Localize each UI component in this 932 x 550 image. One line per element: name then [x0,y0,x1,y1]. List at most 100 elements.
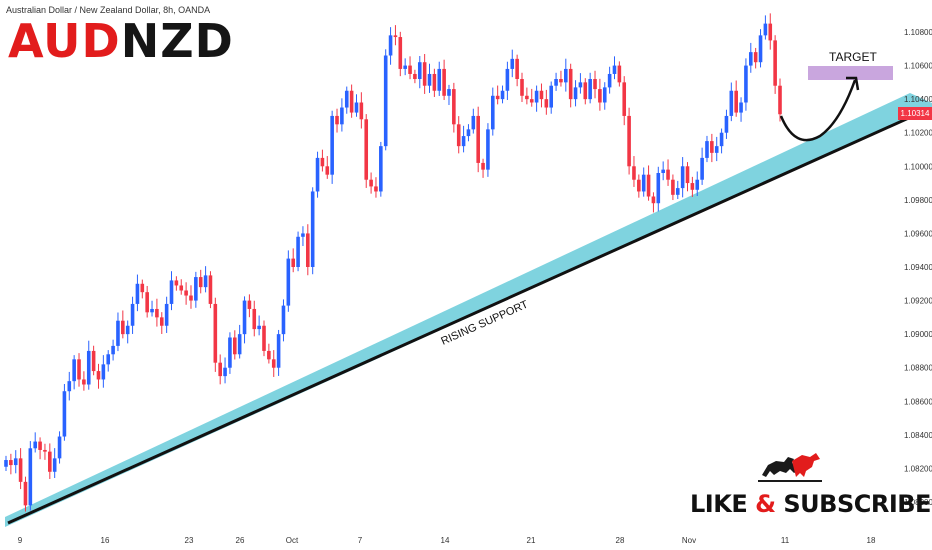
candle-body [174,280,179,286]
candle-body [398,37,403,69]
y-tick-label: 1.08000 [904,498,932,507]
x-tick-label: 21 [527,536,536,545]
candle-body [758,35,763,63]
y-tick-label: 1.08600 [904,397,932,406]
candle-body [325,166,330,175]
candle-body [140,283,145,293]
candle-body [656,173,661,204]
candle-body [223,367,227,377]
candle-body [578,82,583,88]
current-price-tag: 1.10314 [898,107,932,120]
x-tick-label: Nov [682,536,696,545]
candle-body [33,441,38,449]
candle-body [753,52,758,63]
candle-body [198,277,203,288]
candle-body [685,166,690,184]
candle-body [111,345,115,355]
x-tick-label: 28 [616,536,625,545]
y-tick-label: 1.09000 [904,330,932,339]
candle-body [695,179,700,190]
x-tick-label: 23 [185,536,194,545]
candle-body [607,73,612,88]
candle-body [637,179,641,192]
candle-body [232,337,237,355]
candle-body [593,79,597,90]
candle-body [646,174,651,197]
candle-body [218,362,222,377]
candle-body [130,303,135,326]
candle-body [48,451,52,472]
candle-body [525,95,529,100]
x-tick-label: 7 [358,536,363,545]
candle-body [364,119,369,180]
candle-body [452,89,456,125]
candle-body [622,82,627,116]
y-tick-label: 1.08400 [904,431,932,440]
candle-body [739,102,743,113]
candle-body [116,320,120,346]
candle-body [344,90,349,108]
candle-body [330,115,334,175]
subscribe-like: LIKE [690,490,756,518]
candle-body [189,295,193,301]
candle-body [734,90,738,113]
title-part-nzd: NZD [120,14,234,68]
candle-body [539,90,544,100]
candle-body [57,436,62,459]
candle-body [573,87,578,100]
candle-body [164,303,169,326]
candle-body [544,99,549,108]
candle-body [651,196,656,204]
candle-body [627,115,631,167]
candle-body [106,354,111,365]
candle-body [374,186,378,192]
candle-body [437,68,442,91]
candle-body [306,233,310,267]
y-tick-label: 1.09400 [904,263,932,272]
candle-body [301,233,305,237]
y-tick-label: 1.09800 [904,196,932,205]
candle-body [145,292,149,313]
candle-body [13,458,18,466]
candle-body [383,55,388,147]
candle-body [598,89,602,103]
candle-body [213,303,218,363]
candle-body [724,115,729,133]
candle-body [641,174,646,192]
candle-body [748,52,753,66]
candle-body [632,166,636,180]
subscribe-word: SUBSCRIBE [775,490,931,518]
target-zone [808,66,893,80]
candle-body [271,359,276,368]
candle-body [442,68,446,96]
candle-body [529,99,534,103]
candle-body [778,85,782,115]
candle-body [408,65,412,74]
candle-body [719,132,724,147]
candle-body [310,191,315,267]
y-tick-label: 1.10600 [904,62,932,71]
y-tick-label: 1.10200 [904,129,932,138]
candle-body [490,95,495,130]
candle-body [403,65,407,69]
candle-body [184,290,188,296]
candle-body [67,381,72,392]
candle-body [729,90,734,116]
candle-body [520,79,524,96]
candle-body [505,68,510,91]
candle-body [602,87,607,103]
candle-body [564,68,568,83]
candle-body [228,337,232,368]
y-tick-label: 1.09200 [904,297,932,306]
target-label: TARGET [829,50,877,64]
candle-body [242,300,247,335]
candle-body [247,300,252,309]
candle-body [379,146,383,192]
candle-body [549,85,554,108]
x-tick-label: 18 [867,536,876,545]
projection-arrow [779,79,857,142]
candle-body [38,441,42,450]
candle-body [710,141,714,153]
x-tick-label: 16 [101,536,110,545]
